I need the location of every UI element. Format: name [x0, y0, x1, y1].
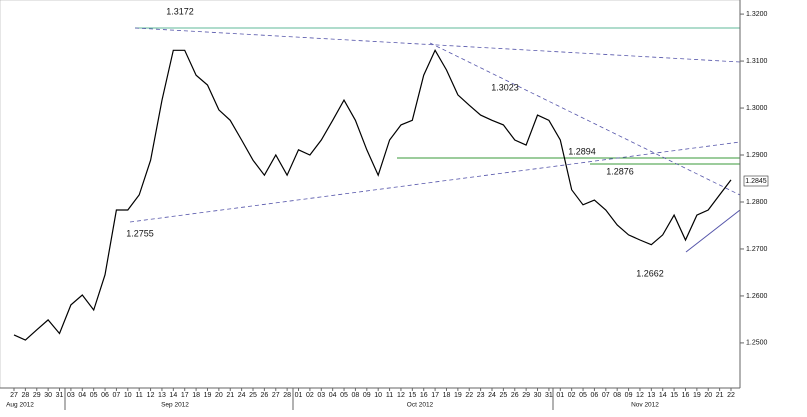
x-tick-label: 06	[591, 392, 599, 399]
x-tick-label: 09	[363, 392, 371, 399]
x-tick-label: 26	[511, 392, 519, 399]
x-tick-label: 13	[647, 392, 655, 399]
x-tick-label: 07	[113, 392, 121, 399]
x-tick-label: 17	[431, 392, 439, 399]
x-tick-label: 11	[136, 392, 143, 399]
annotation: 1.2662	[636, 268, 664, 278]
x-tick-label: 19	[693, 392, 701, 399]
x-tick-label: 01	[295, 392, 303, 399]
x-tick-label: 02	[306, 392, 314, 399]
x-tick-label: 15	[408, 392, 416, 399]
x-tick-label: 25	[249, 392, 257, 399]
x-tick-label: 03	[317, 392, 325, 399]
y-tick-label: 1.2800	[746, 199, 768, 206]
y-tick-label: 1.3000	[746, 105, 768, 112]
y-tick-label: 1.2700	[746, 246, 768, 253]
x-tick-label: 30	[44, 392, 52, 399]
x-tick-label: 04	[329, 392, 337, 399]
month-label: Nov 2012	[631, 402, 659, 409]
annotation: 1.2894	[568, 146, 596, 156]
x-tick-label: 14	[659, 392, 667, 399]
x-tick-label: 22	[465, 392, 473, 399]
x-tick-label: 12	[397, 392, 405, 399]
x-tick-label: 20	[704, 392, 712, 399]
x-tick-label: 15	[670, 392, 678, 399]
x-tick-label: 25	[499, 392, 507, 399]
x-tick-label: 16	[420, 392, 428, 399]
month-label: Aug 2012	[6, 402, 34, 409]
support-line	[685, 209, 741, 253]
y-tick-label: 1.2900	[746, 152, 768, 159]
x-tick-label: 28	[283, 392, 291, 399]
x-tick-label: 19	[454, 392, 462, 399]
x-tick-label: 16	[682, 392, 690, 399]
x-tick-label: 29	[522, 392, 530, 399]
x-tick-label: 27	[272, 392, 280, 399]
y-tick-label: 1.3200	[746, 11, 768, 18]
x-tick-label: 31	[56, 392, 64, 399]
x-tick-label: 24	[238, 392, 246, 399]
y-tick-label: 1.2500	[746, 340, 768, 347]
x-tick-label: 11	[386, 392, 393, 399]
x-tick-label: 05	[90, 392, 98, 399]
x-tick-label: 10	[124, 392, 132, 399]
current-price: 1.2845	[745, 178, 767, 185]
x-tick-label: 09	[625, 392, 633, 399]
x-tick-label: 23	[477, 392, 485, 399]
y-tick-label: 1.2600	[746, 293, 768, 300]
trend-line	[129, 141, 741, 223]
x-tick-label: 12	[636, 392, 644, 399]
x-tick-label: 26	[260, 392, 268, 399]
x-tick-label: 18	[192, 392, 200, 399]
annotation: 1.3172	[166, 6, 194, 16]
x-tick-label: 20	[215, 392, 223, 399]
plot-area	[0, 0, 741, 389]
annotation: 1.3023	[491, 82, 519, 92]
x-tick-label: 19	[204, 392, 212, 399]
x-tick-label: 14	[169, 392, 177, 399]
x-tick-label: 22	[727, 392, 735, 399]
annotation: 1.2755	[126, 228, 154, 238]
x-tick-label: 05	[579, 392, 587, 399]
annotation: 1.2876	[606, 166, 634, 176]
x-tick-label: 02	[568, 392, 576, 399]
x-tick-label: 29	[33, 392, 41, 399]
y-tick-label: 1.3100	[746, 58, 768, 65]
x-tick-label: 18	[443, 392, 451, 399]
x-tick-label: 12	[147, 392, 155, 399]
x-tick-label: 27	[10, 392, 18, 399]
x-tick-label: 04	[78, 392, 86, 399]
x-tick-label: 08	[352, 392, 360, 399]
x-tick-label: 21	[716, 392, 724, 399]
price-line	[13, 48, 732, 341]
month-label: Oct 2012	[407, 402, 434, 409]
x-tick-label: 10	[374, 392, 382, 399]
x-tick-label: 05	[340, 392, 348, 399]
x-tick-label: 08	[613, 392, 621, 399]
x-tick-label: 31	[545, 392, 553, 399]
x-tick-label: 24	[488, 392, 496, 399]
x-tick-label: 01	[556, 392, 564, 399]
x-tick-label: 28	[21, 392, 29, 399]
x-tick-label: 17	[181, 392, 189, 399]
month-label: Sep 2012	[161, 402, 189, 409]
x-tick-label: 03	[67, 392, 75, 399]
x-tick-label: 21	[226, 392, 234, 399]
trend-line	[134, 27, 741, 63]
x-tick-label: 13	[158, 392, 166, 399]
trend-line	[429, 42, 741, 196]
x-tick-label: 07	[602, 392, 610, 399]
price-box	[743, 175, 769, 187]
x-tick-label: 30	[534, 392, 542, 399]
x-tick-label: 06	[101, 392, 109, 399]
